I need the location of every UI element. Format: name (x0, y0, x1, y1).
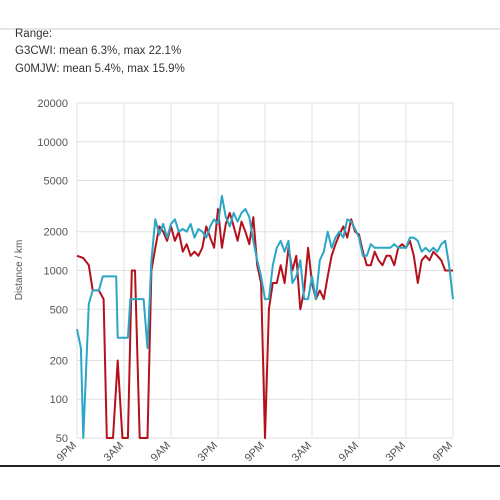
x-tick-label: 3PM (384, 440, 408, 464)
x-tick-label: 3AM (102, 440, 126, 464)
y-tick-label: 50 (56, 433, 68, 445)
header-line: Range: (15, 28, 52, 40)
series-line (76, 194, 454, 439)
y-tick-label: 200 (50, 355, 68, 367)
header-line: G0MJW: mean 5.4%, max 15.9% (15, 63, 185, 75)
y-tick-label: 500 (50, 304, 68, 316)
y-axis-label: Distance / km (14, 240, 25, 301)
y-tick-label: 20000 (37, 98, 68, 110)
y-tick-label: 5000 (44, 176, 68, 188)
x-tick-label: 3AM (290, 440, 314, 464)
x-tick-label: 9PM (431, 440, 455, 464)
y-tick-label: 2000 (44, 227, 68, 239)
y-tick-label: 1000 (44, 266, 68, 278)
y-tick-label: 10000 (37, 137, 68, 149)
x-tick-label: 3PM (196, 440, 220, 464)
x-tick-label: 9PM (243, 440, 267, 464)
x-tick-label: 9AM (337, 440, 361, 464)
x-tick-label: 9AM (149, 440, 173, 464)
header-line: G3CWI: mean 6.3%, max 22.1% (15, 45, 181, 57)
y-tick-label: 100 (50, 394, 68, 406)
